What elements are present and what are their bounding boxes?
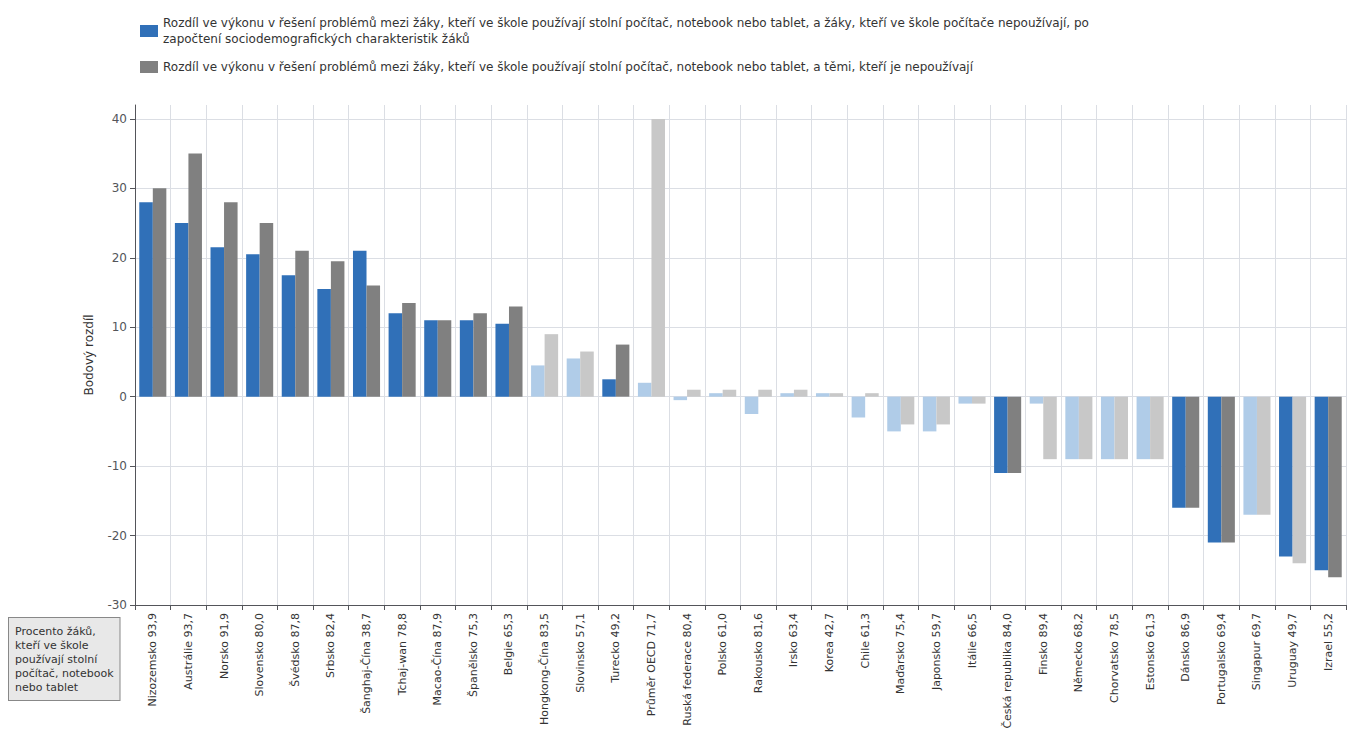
svg-text:40: 40 (112, 112, 127, 126)
svg-text:Maďarsko 75,4: Maďarsko 75,4 (894, 613, 907, 694)
svg-text:-30: -30 (107, 598, 127, 612)
svg-text:-20: -20 (107, 529, 127, 543)
svg-text:Portugalsko 69,4: Portugalsko 69,4 (1215, 613, 1228, 705)
svg-text:Ruská federace 80,4: Ruská federace 80,4 (681, 613, 694, 726)
svg-text:Rakousko 81,6: Rakousko 81,6 (752, 613, 765, 693)
svg-text:Španělsko 75,3: Španělsko 75,3 (467, 613, 480, 697)
svg-text:Procento žáků,: Procento žáků, (15, 625, 96, 638)
svg-text:Česká republika 84,0: Česká republika 84,0 (1001, 613, 1014, 729)
svg-text:10: 10 (112, 320, 127, 334)
svg-text:Chorvatsko 78,5: Chorvatsko 78,5 (1108, 613, 1121, 703)
svg-text:30: 30 (112, 181, 127, 195)
svg-text:Slovensko 80,0: Slovensko 80,0 (253, 613, 266, 696)
svg-text:Itálie 66,5: Itálie 66,5 (966, 613, 979, 668)
svg-text:počítač, notebook: počítač, notebook (15, 667, 114, 680)
svg-text:Chile 61,3: Chile 61,3 (859, 613, 872, 669)
svg-text:Šanghaj-Čína 38,7: Šanghaj-Čína 38,7 (360, 613, 373, 714)
svg-text:Estonsko 61,3: Estonsko 61,3 (1144, 613, 1157, 690)
svg-text:Hongkong-Čína 83,5: Hongkong-Čína 83,5 (538, 613, 551, 725)
svg-text:Dánsko 86,9: Dánsko 86,9 (1179, 613, 1192, 682)
svg-text:Belgie 65,3: Belgie 65,3 (502, 613, 515, 675)
svg-text:Srbsko 82,4: Srbsko 82,4 (324, 613, 337, 678)
svg-text:20: 20 (112, 251, 127, 265)
svg-text:kteří ve škole: kteří ve škole (15, 639, 89, 652)
svg-text:Austrálie 93,7: Austrálie 93,7 (182, 613, 195, 690)
svg-text:Turecko 49,2: Turecko 49,2 (609, 613, 622, 684)
svg-text:Slovinsko 57,1: Slovinsko 57,1 (574, 613, 587, 693)
svg-text:Rozdíl ve výkonu v řešení prob: Rozdíl ve výkonu v řešení problémů mezi … (163, 60, 974, 74)
svg-text:nebo tablet: nebo tablet (15, 681, 79, 694)
svg-text:započtení sociodemografických: započtení sociodemografických charakteri… (163, 32, 470, 46)
svg-text:Korea 42,7: Korea 42,7 (823, 613, 836, 672)
svg-text:Nizozemsko 93,9: Nizozemsko 93,9 (146, 613, 159, 706)
svg-text:Izrael 55,2: Izrael 55,2 (1322, 613, 1335, 671)
svg-text:Finsko 89,4: Finsko 89,4 (1037, 613, 1050, 675)
svg-text:Singapur 69,7: Singapur 69,7 (1250, 613, 1263, 690)
svg-text:Polsko 61,0: Polsko 61,0 (716, 613, 729, 675)
svg-text:Macao-Čína 87,9: Macao-Čína 87,9 (431, 613, 444, 705)
svg-text:Irsko 63,4: Irsko 63,4 (787, 613, 800, 667)
svg-text:Německo 68,2: Německo 68,2 (1072, 613, 1085, 692)
svg-text:0: 0 (119, 390, 127, 404)
svg-text:-10: -10 (107, 459, 127, 473)
svg-text:Japonsko 59,7: Japonsko 59,7 (930, 613, 943, 691)
svg-text:Bodový rozdíl: Bodový rozdíl (82, 314, 96, 395)
svg-text:Švédsko 87,8: Švédsko 87,8 (289, 613, 302, 687)
svg-text:Norsko 91,9: Norsko 91,9 (218, 613, 231, 679)
svg-text:Průměr OECD 71,7: Průměr OECD 71,7 (645, 613, 658, 716)
svg-text:Tchaj-wan 78,8: Tchaj-wan 78,8 (396, 613, 409, 696)
svg-text:používají stolní: používají stolní (15, 653, 98, 666)
svg-text:Uruguay 49,7: Uruguay 49,7 (1286, 613, 1299, 688)
svg-text:Rozdíl ve výkonu v řešení prob: Rozdíl ve výkonu v řešení problémů mezi … (163, 16, 1089, 30)
